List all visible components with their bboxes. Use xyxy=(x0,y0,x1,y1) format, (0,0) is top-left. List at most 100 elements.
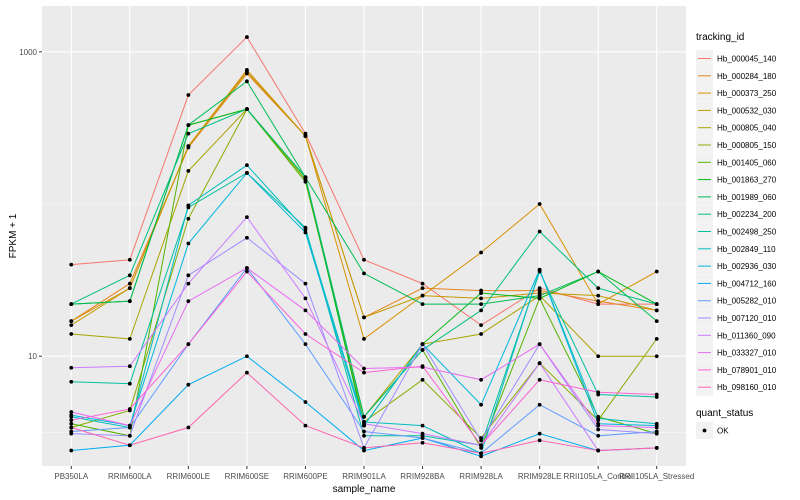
data-point xyxy=(537,296,542,301)
data-point xyxy=(362,421,366,426)
data-point xyxy=(654,269,659,274)
data-point xyxy=(596,423,601,428)
data-point xyxy=(362,414,366,419)
data-point xyxy=(303,423,308,428)
data-point xyxy=(245,163,249,168)
x-tick-label: PB350LA xyxy=(54,472,88,481)
data-point xyxy=(127,407,132,411)
legend-label: Hb_078901_010 xyxy=(717,366,777,375)
data-point xyxy=(303,400,308,404)
legend-label: Hb_000045_140 xyxy=(717,55,777,64)
data-point xyxy=(420,286,425,291)
data-point xyxy=(186,131,191,136)
data-point xyxy=(596,302,601,307)
data-point xyxy=(479,250,483,255)
data-point xyxy=(362,370,366,375)
legend-label: Hb_007120_010 xyxy=(717,314,777,323)
data-point xyxy=(537,361,542,366)
data-point xyxy=(362,366,366,371)
data-point xyxy=(537,377,542,382)
data-point xyxy=(127,381,132,386)
data-point xyxy=(362,433,366,438)
legend-label: Hb_002936_030 xyxy=(717,262,777,271)
data-point xyxy=(420,436,425,440)
legend-label: Hb_002498_250 xyxy=(717,228,777,237)
data-point xyxy=(245,235,249,240)
legend-title: tracking_id xyxy=(696,32,744,43)
data-point xyxy=(127,281,132,286)
data-point xyxy=(186,299,191,304)
legend2-key-point xyxy=(702,428,707,433)
data-point xyxy=(479,296,483,301)
data-point xyxy=(69,323,74,328)
data-point xyxy=(127,336,132,341)
data-point xyxy=(654,302,659,307)
y-axis: 10 1000 xyxy=(19,48,42,361)
data-point xyxy=(420,342,425,347)
legend-label: Hb_000284_180 xyxy=(717,72,777,81)
data-point xyxy=(479,443,483,448)
data-point xyxy=(186,123,191,128)
data-point xyxy=(362,429,366,434)
data-point xyxy=(537,267,542,272)
data-point xyxy=(420,440,425,445)
data-point xyxy=(596,448,601,453)
x-tick-label: RRIM600LA xyxy=(108,472,152,481)
data-point xyxy=(69,410,74,414)
data-point xyxy=(303,281,308,286)
data-point xyxy=(69,431,74,436)
data-point xyxy=(245,269,249,274)
legend-items: Hb_000045_140 Hb_000284_180 Hb_000373_250 H… xyxy=(696,50,777,396)
data-point xyxy=(69,425,74,430)
data-point xyxy=(245,354,249,359)
legend-label: Hb_000805_150 xyxy=(717,141,777,150)
data-point xyxy=(303,175,308,180)
data-point xyxy=(303,230,308,235)
data-point xyxy=(362,257,366,262)
data-point xyxy=(186,144,191,149)
data-point xyxy=(245,215,249,220)
legend: tracking_id Hb_000045_140 Hb_000284_180 Hb… xyxy=(696,32,777,439)
x-tick-label: RRIM928LA xyxy=(459,472,503,481)
legend-label: Hb_011360_090 xyxy=(717,331,776,340)
x-tick-label: RRII105LA_Control xyxy=(563,472,633,481)
x-axis: PB350LA RRIM600LA RRIM600LE RRIM600SE RRIM60… xyxy=(54,466,694,481)
data-point xyxy=(479,308,483,313)
data-point xyxy=(245,35,249,39)
legend-label: Hb_000532_030 xyxy=(717,106,777,115)
x-tick-label: RRIM600LE xyxy=(167,472,211,481)
data-point xyxy=(69,365,74,370)
data-point xyxy=(186,93,191,97)
x-tick-label: RRIM600SE xyxy=(225,472,269,481)
data-point xyxy=(596,416,601,421)
x-axis-title: sample_name xyxy=(333,484,396,495)
data-point xyxy=(654,431,659,436)
y-tick-label: 10 xyxy=(28,352,37,361)
data-point xyxy=(596,390,601,395)
data-point xyxy=(596,433,601,438)
data-point xyxy=(596,299,601,304)
data-point xyxy=(420,364,425,369)
legend-label: Hb_004712_160 xyxy=(717,279,777,288)
data-point xyxy=(303,308,308,313)
data-point xyxy=(127,257,132,262)
data-point xyxy=(654,308,659,313)
data-point xyxy=(69,448,74,453)
legend-label: Hb_000805_040 xyxy=(717,124,777,133)
data-point xyxy=(303,179,308,184)
data-point xyxy=(245,107,249,112)
data-point xyxy=(479,377,483,382)
data-point xyxy=(69,262,74,267)
data-point xyxy=(596,427,601,432)
data-point xyxy=(479,302,483,307)
data-point xyxy=(596,286,601,291)
data-point xyxy=(245,79,249,84)
data-point xyxy=(303,332,308,336)
data-point xyxy=(303,342,308,347)
data-point xyxy=(245,266,249,270)
data-point xyxy=(362,448,366,453)
data-point xyxy=(654,425,659,430)
legend-label: Hb_002849_110 xyxy=(717,245,776,254)
data-point xyxy=(654,445,659,450)
data-point xyxy=(245,370,249,375)
